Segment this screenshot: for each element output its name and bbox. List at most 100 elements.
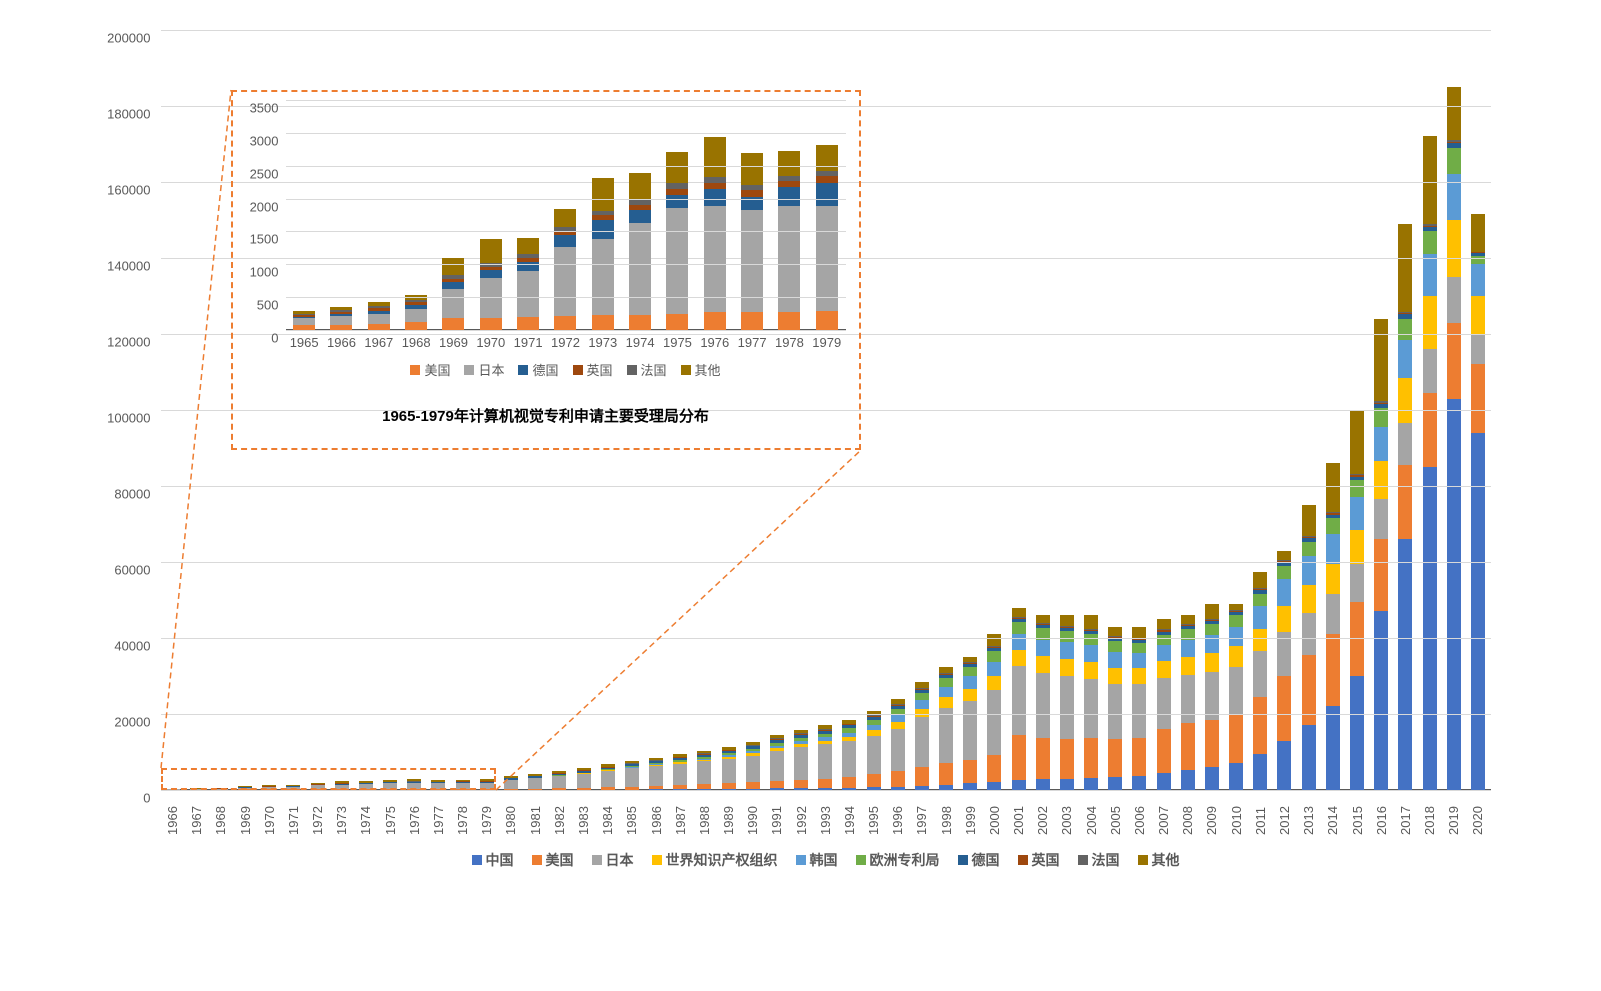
bar-column	[1374, 319, 1388, 790]
legend-label: 欧洲专利局	[870, 850, 940, 870]
x-tick-label: 2007	[1156, 795, 1171, 835]
x-tick-label: 1966	[165, 795, 180, 835]
inset-y-axis: 0500100015002000250030003500	[231, 100, 279, 330]
bar-segment-us	[1471, 364, 1485, 432]
x-tick-label: 2018	[1422, 795, 1437, 835]
bar-segment-epo	[1132, 643, 1146, 653]
bar-segment-korea	[1036, 640, 1050, 656]
bar-segment-us	[1277, 676, 1291, 741]
x-tick-label: 1985	[624, 795, 639, 835]
inset-bar-segment-japan	[592, 239, 614, 315]
bar-column	[1253, 572, 1267, 790]
bar-segment-wipo	[1302, 585, 1316, 614]
bar-segment-china	[1108, 777, 1122, 790]
bar-column	[552, 771, 566, 790]
bar-segment-wipo	[1229, 646, 1243, 667]
bar-segment-us	[1060, 739, 1074, 779]
x-tick-label: 2003	[1059, 795, 1074, 835]
bar-segment-korea	[1181, 640, 1195, 657]
bar-segment-japan	[697, 761, 711, 784]
y-tick-label: 60000	[71, 563, 151, 578]
legend-item-germany: 德国	[958, 850, 1000, 870]
bar-segment-epo	[915, 693, 929, 700]
bar-segment-other	[1084, 615, 1098, 628]
bar-column	[1229, 604, 1243, 790]
bar-segment-epo	[1157, 635, 1171, 645]
bar-segment-china	[1132, 776, 1146, 790]
bar-segment-us	[891, 771, 905, 787]
inset-legend-swatch	[627, 365, 637, 375]
bar-segment-japan	[987, 690, 1001, 755]
inset-y-tick-label: 500	[231, 298, 279, 313]
bar-segment-japan	[1229, 667, 1243, 715]
inset-bar-segment-us	[778, 312, 800, 330]
bar-segment-korea	[1350, 497, 1364, 529]
bar-segment-china	[1084, 778, 1098, 790]
x-tick-label: 1998	[939, 795, 954, 835]
bar-column	[867, 711, 881, 790]
gridline	[161, 486, 1491, 487]
bar-column	[649, 758, 663, 790]
inset-bar-column	[480, 239, 502, 330]
bar-column	[746, 742, 760, 790]
bar-segment-korea	[1229, 627, 1243, 646]
x-tick-label: 1992	[794, 795, 809, 835]
inset-bar-segment-germany	[816, 183, 838, 206]
bar-segment-korea	[1084, 645, 1098, 662]
bar-segment-korea	[1012, 634, 1026, 650]
bar-column	[577, 768, 591, 790]
x-tick-label: 1975	[383, 795, 398, 835]
y-tick-label: 180000	[71, 107, 151, 122]
bar-segment-japan	[1181, 675, 1195, 723]
callout-source-box	[161, 768, 496, 790]
bar-segment-epo	[1108, 641, 1122, 651]
bar-segment-wipo	[1205, 653, 1219, 672]
inset-bar-segment-other	[592, 178, 614, 211]
inset-bar-column	[368, 302, 390, 330]
x-tick-label: 1970	[262, 795, 277, 835]
x-tick-label: 1990	[745, 795, 760, 835]
inset-bar-segment-other	[517, 238, 539, 254]
x-tick-label: 1971	[286, 795, 301, 835]
legend-swatch	[532, 855, 542, 865]
inset-legend: 美国日本德国英国法国其他	[286, 360, 846, 379]
bar-column	[1181, 615, 1195, 790]
inset-y-tick-label: 2000	[231, 199, 279, 214]
y-tick-label: 20000	[71, 715, 151, 730]
inset-x-tick-label: 1970	[476, 335, 505, 350]
bar-segment-china	[1012, 780, 1026, 790]
x-tick-label: 1983	[576, 795, 591, 835]
legend-label: 日本	[606, 850, 634, 870]
x-tick-label: 2019	[1446, 795, 1461, 835]
inset-legend-label: 法国	[641, 360, 667, 379]
x-tick-label: 1996	[890, 795, 905, 835]
inset-bar-column	[741, 153, 763, 330]
bar-segment-japan	[1205, 672, 1219, 720]
inset-bar-segment-germany	[592, 220, 614, 239]
bar-segment-epo	[1447, 148, 1461, 175]
bar-segment-korea	[891, 715, 905, 722]
bar-segment-other	[1374, 319, 1388, 402]
inset-x-tick-label: 1968	[402, 335, 431, 350]
bar-column	[1350, 410, 1364, 790]
bar-column	[1036, 615, 1050, 790]
x-tick-label: 2010	[1229, 795, 1244, 835]
inset-bar-segment-japan	[293, 318, 315, 325]
bar-column	[1398, 224, 1412, 790]
bar-segment-japan	[504, 780, 518, 789]
bar-segment-us	[818, 779, 832, 789]
y-tick-label: 0	[71, 791, 151, 806]
x-tick-label: 2008	[1180, 795, 1195, 835]
legend-item-korea: 韩国	[796, 850, 838, 870]
bar-segment-other	[1398, 224, 1412, 312]
bar-segment-other	[1326, 463, 1340, 512]
bar-segment-us	[1326, 634, 1340, 706]
inset-bar-segment-japan	[778, 206, 800, 311]
inset-bar-segment-us	[592, 315, 614, 330]
x-tick-label: 1978	[455, 795, 470, 835]
bar-segment-japan	[1036, 673, 1050, 738]
bar-segment-epo	[1084, 634, 1098, 645]
bar-segment-china	[1253, 754, 1267, 790]
bar-segment-japan	[552, 776, 566, 788]
bar-segment-wipo	[963, 689, 977, 701]
